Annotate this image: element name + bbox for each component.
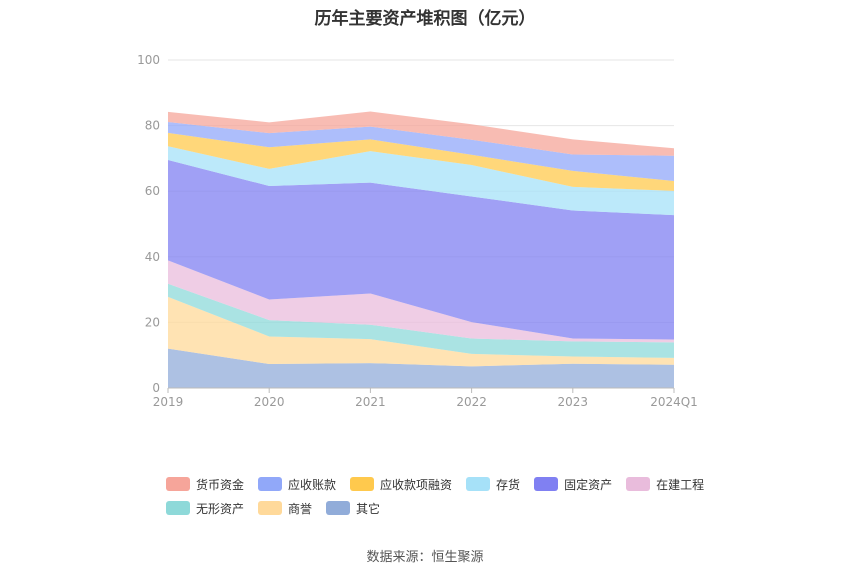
y-tick-label: 60: [145, 184, 160, 198]
legend-row: 无形资产 商誉 其它: [166, 496, 726, 520]
legend-row: 货币资金 应收账款 应收款项融资 存货 固定资产 在建工程: [166, 472, 726, 496]
legend-item[interactable]: 固定资产: [534, 476, 612, 493]
area-series: [168, 121, 674, 182]
area-series: [168, 132, 674, 191]
y-tick-label: 20: [145, 315, 160, 329]
legend-swatch: [166, 477, 190, 491]
legend-item[interactable]: 商誉: [258, 500, 312, 517]
data-source-note: 数据来源：恒生聚源: [366, 550, 484, 565]
area-series: [168, 260, 674, 343]
x-tick-label: 2023: [558, 395, 589, 409]
legend-item[interactable]: 存货: [466, 476, 520, 493]
area-series: [168, 111, 674, 156]
y-tick-label: 80: [145, 119, 160, 133]
legend-swatch: [166, 501, 190, 515]
legend-item[interactable]: 应收账款: [258, 476, 336, 493]
area-series: [168, 146, 674, 216]
legend-swatch: [258, 501, 283, 515]
legend-swatch: [326, 501, 351, 515]
legend-label: 存货: [496, 477, 521, 492]
x-tick-label: 2019: [153, 395, 184, 409]
x-tick-label: 2020: [254, 395, 285, 409]
area-series: [168, 283, 674, 358]
area-series: [168, 348, 674, 388]
y-tick-label: 40: [145, 250, 160, 264]
legend-label: 应收账款: [288, 477, 337, 492]
x-tick-label: 2022: [456, 395, 487, 409]
legend-swatch: [258, 477, 283, 491]
legend-label: 在建工程: [656, 477, 705, 492]
legend-item[interactable]: 应收款项融资: [350, 476, 452, 493]
y-tick-label: 0: [152, 381, 160, 395]
area-series: [168, 160, 674, 340]
legend-item[interactable]: 其它: [326, 500, 380, 517]
legend: 货币资金 应收账款 应收款项融资 存货 固定资产 在建工程 无形资产 商誉 其它: [166, 472, 726, 520]
legend-item[interactable]: 在建工程: [626, 476, 704, 493]
legend-label: 固定资产: [564, 477, 613, 492]
legend-label: 无形资产: [196, 501, 245, 516]
legend-label: 应收款项融资: [380, 477, 453, 492]
legend-swatch: [350, 477, 375, 491]
legend-label: 其它: [356, 501, 381, 516]
axes: 0 20 40 60 80 100 2019 2020 2021 2022 2023 2024Q1: [137, 53, 698, 409]
area-series-group: [168, 111, 674, 388]
legend-swatch: [626, 477, 651, 491]
x-tick-label: 2024Q1: [650, 395, 698, 409]
area-series: [168, 296, 674, 367]
legend-label: 商誉: [288, 501, 313, 516]
legend-item[interactable]: 货币资金: [166, 476, 244, 493]
legend-swatch: [466, 477, 491, 491]
chart-title: 历年主要资产堆积图（亿元）: [314, 9, 536, 29]
legend-label: 货币资金: [196, 477, 245, 492]
x-tick-label: 2021: [355, 395, 386, 409]
legend-item[interactable]: 无形资产: [166, 500, 244, 517]
y-tick-label: 100: [137, 53, 160, 67]
legend-swatch: [534, 477, 559, 491]
